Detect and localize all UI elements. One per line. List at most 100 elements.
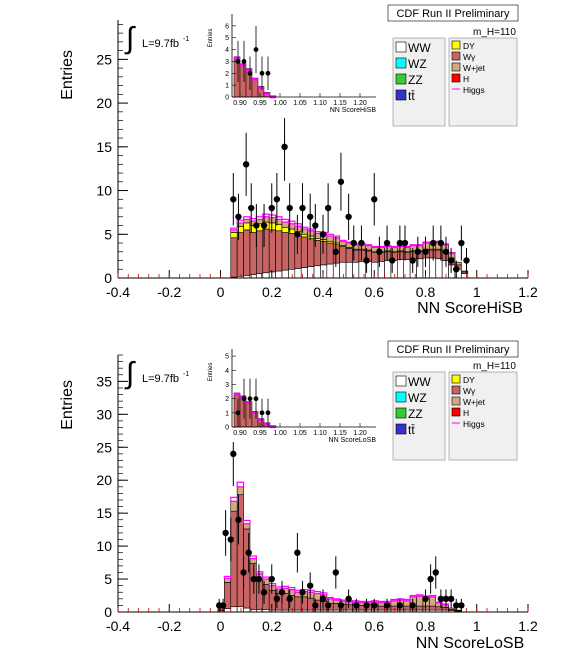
- inset-data-point-1: [241, 396, 247, 402]
- hist-bar-W-26: [397, 251, 405, 260]
- x-tick-label-5: 0.6: [365, 284, 385, 300]
- hist-bar-Wjet-14: [307, 591, 315, 599]
- y-tick-label-0: 0: [104, 604, 112, 620]
- y-axis-label: Entries: [59, 50, 76, 100]
- signal-bar-34: [447, 252, 456, 255]
- inset-y-label: Entries: [208, 363, 214, 382]
- data-point-24: [383, 239, 391, 247]
- x-tick-label-8: 1.2: [518, 618, 538, 634]
- data-point-29: [409, 602, 416, 609]
- x-tick-label-5: 0.6: [365, 618, 385, 634]
- data-point-7: [273, 196, 281, 203]
- data-point-37: [463, 257, 470, 264]
- hist-bar-Wjet-31: [416, 595, 424, 607]
- header-box: [387, 340, 519, 358]
- signal-bar-29: [403, 598, 411, 602]
- signal-bar-33: [428, 594, 437, 598]
- data-point-23: [376, 248, 383, 255]
- hist-bar-Wjet-24: [384, 246, 392, 252]
- data-point-36: [458, 239, 465, 247]
- inset-data-point-0: [235, 59, 241, 64]
- signal-bar-6: [268, 214, 277, 219]
- signal-bar-1: [236, 219, 245, 224]
- data-point-15: [324, 204, 332, 212]
- hist-bar-W-22: [371, 252, 379, 263]
- x-axis-label: NN ScoreHiSB: [417, 300, 523, 317]
- data-point-9: [286, 204, 293, 212]
- hist-bar-WW-17: [339, 261, 347, 279]
- hist-bar-WW-16: [332, 262, 340, 279]
- data-point-33: [442, 248, 450, 255]
- hist-bar-WW-32: [435, 258, 443, 279]
- hist-bar-W-10: [281, 593, 289, 611]
- signal-bar-31: [415, 594, 424, 597]
- inset-bar-0: [233, 392, 241, 428]
- integral-symbol: ∫: [124, 22, 136, 55]
- x-tick-label-2: 0: [217, 284, 225, 300]
- legend-label-r-3: H: [463, 408, 469, 418]
- data-point-13: [278, 589, 286, 596]
- data-point-30: [422, 248, 429, 255]
- hist-bar-Wjet-36: [448, 607, 456, 610]
- hist-bar-WW-4: [243, 607, 251, 613]
- legend-box-right: [448, 37, 518, 127]
- hist-bar-WW-13: [313, 265, 321, 279]
- x-tick-label-7: 1: [473, 284, 481, 300]
- signal-bar-21: [364, 244, 373, 247]
- signal-bar-0: [230, 227, 238, 231]
- inset-data-point-4: [259, 70, 265, 76]
- hist-bar-WW-26: [397, 259, 405, 279]
- legend-swatch-r-3: [451, 73, 461, 83]
- x-tick-label-3: 0.2: [262, 284, 282, 300]
- inset-signal-4: [258, 418, 264, 421]
- inset-y-tick-label-5: 5: [225, 35, 229, 42]
- hist-bar-WW-7: [275, 270, 283, 279]
- chart-panel-1: -0.4 -0.2 0 0.2 0.4 0.6 0.8 1 1.20510152025Entri…: [59, 4, 538, 317]
- inset-y-tick-label-4: 4: [225, 368, 229, 375]
- data-point-11: [299, 204, 306, 212]
- legend-swatch-r-1: [451, 385, 461, 395]
- y-tick-label-4: 20: [96, 95, 112, 111]
- inset-y-tick-label-1: 1: [225, 83, 229, 90]
- data-point-33: [437, 595, 445, 603]
- data-point-27: [401, 239, 409, 247]
- inset-x-tick-label-6: 1.20: [353, 430, 367, 437]
- inset-data-point-0: [235, 410, 241, 416]
- legend-swatch-1: [395, 391, 407, 403]
- data-point-2: [222, 529, 229, 537]
- inset-y-tick-label-5: 5: [225, 354, 229, 361]
- data-point-1: [219, 602, 227, 609]
- legend-swatch-3: [395, 89, 407, 101]
- y-tick-label-1: 5: [104, 226, 112, 242]
- header-title: CDF Run II Preliminary: [396, 344, 510, 356]
- data-point-18: [345, 213, 352, 220]
- signal-bar-24: [371, 600, 379, 603]
- inset-x-tick-label-0: 0.90: [233, 100, 247, 107]
- mass-label: m_H=110: [473, 27, 516, 38]
- hist-bar-W-27: [390, 605, 398, 611]
- signal-bar-7: [274, 216, 283, 221]
- hist-bar-W-25: [377, 605, 385, 611]
- inset-signal-0: [234, 392, 240, 396]
- hist-bar-W-5: [249, 562, 257, 610]
- legend-label-2: ZZ: [408, 73, 423, 87]
- data-point-32: [437, 239, 445, 247]
- legend-box-right: [448, 371, 518, 461]
- signal-bar-17: [326, 596, 334, 600]
- data-point-19: [350, 239, 357, 247]
- hist-bar-W-0: [230, 237, 238, 278]
- data-point-11: [268, 575, 275, 583]
- data-point-28: [396, 602, 404, 609]
- legend-swatch-r-2: [451, 62, 461, 72]
- inset-signal-1: [240, 63, 246, 67]
- data-point-17: [306, 582, 314, 589]
- header-box: [387, 4, 519, 22]
- signal-bar-9: [274, 586, 283, 590]
- data-point-35: [447, 595, 455, 603]
- hist-bar-W-7: [275, 230, 283, 272]
- data-point-25: [388, 257, 396, 264]
- data-point-6: [268, 204, 275, 212]
- signal-bar-29: [415, 244, 424, 247]
- inset-signal-4: [258, 86, 264, 89]
- inset-data-point-5: [265, 70, 271, 76]
